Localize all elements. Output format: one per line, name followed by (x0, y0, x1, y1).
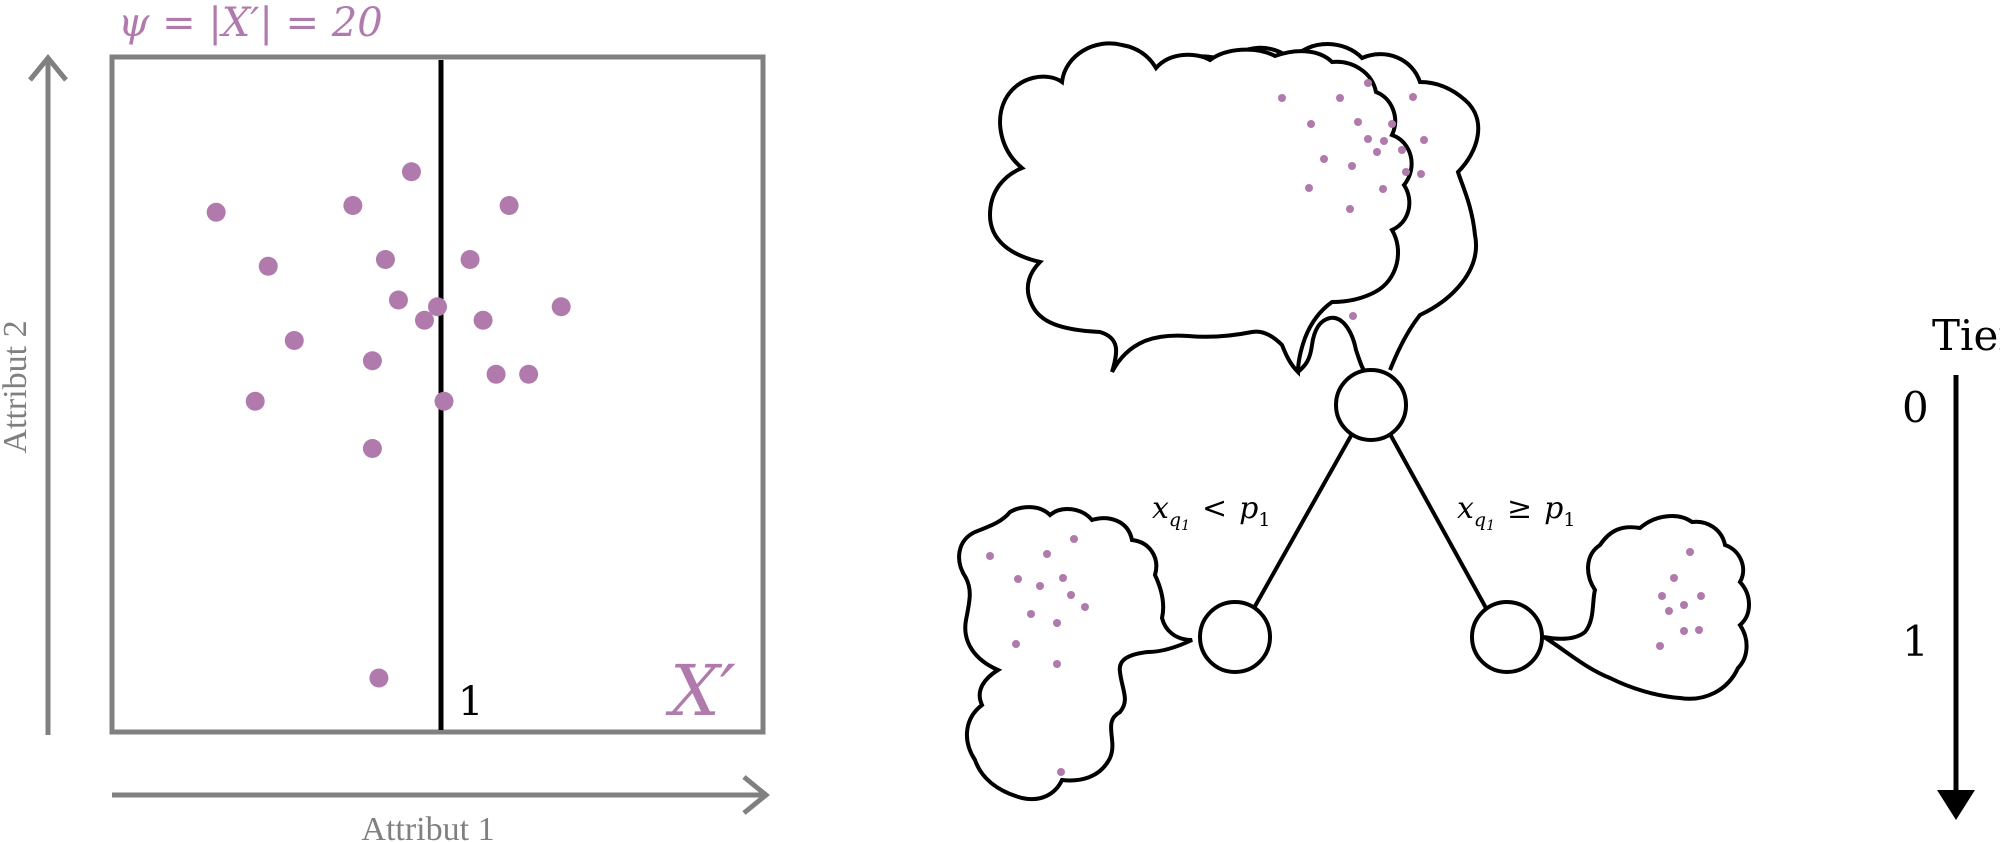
left-cloud-dots (986, 535, 1089, 776)
data-point (245, 391, 265, 411)
sample-size-label: ψ = |X′| = 20 (118, 0, 383, 46)
edge-left (1252, 433, 1354, 609)
data-point (460, 250, 480, 269)
data-point (284, 331, 304, 350)
left-child-node (1198, 600, 1272, 674)
right-cloud-dots (1656, 548, 1705, 650)
root-cloud-dots (1278, 79, 1428, 320)
right-child-cloud (1542, 514, 1751, 701)
data-point (473, 310, 493, 330)
set-label: X′ (665, 650, 736, 732)
data-point (499, 196, 519, 215)
edge-right (1388, 433, 1488, 609)
data-point (258, 256, 278, 276)
data-point (519, 364, 539, 384)
data-point (343, 196, 363, 215)
left-child-cloud (957, 505, 1193, 801)
data-point (375, 250, 395, 269)
data-point (388, 290, 408, 310)
data-point (362, 439, 382, 458)
data-point (362, 351, 382, 371)
root-cloud-tail (1296, 315, 1366, 374)
right-child-node (1470, 600, 1544, 674)
data-point (434, 391, 454, 411)
root-node (1334, 368, 1408, 442)
depth-axis-arrowhead (1937, 790, 1975, 820)
feature-space-panel: ψ = |X′| = 20 Attribut 2 Attribut 1 1 X′ (0, 0, 770, 842)
dataset-box (109, 54, 766, 735)
depth-level-0: 0 (1902, 383, 1929, 432)
depth-title: Tiefe (1932, 311, 2000, 360)
data-point (486, 364, 506, 384)
depth-level-1: 1 (1902, 617, 1929, 666)
y-axis-arrow (28, 54, 68, 735)
split-label: 1 (458, 679, 483, 725)
right-edge-label: xq1 ≥ p1 (1457, 491, 1575, 534)
left-edge-label: xq1 < p1 (1152, 491, 1270, 534)
data-point (401, 162, 421, 182)
y-axis-label: Attribut 2 (0, 320, 34, 453)
data-point (414, 310, 434, 330)
data-point (551, 297, 571, 317)
depth-axis: Tiefe 0 1 (1902, 311, 2000, 820)
scatter-points (206, 162, 571, 688)
data-point (428, 297, 447, 317)
x-axis-label: Attribut 1 (361, 811, 494, 842)
root-cloud-outline (987, 41, 1414, 377)
data-point (206, 202, 226, 222)
tree-diagram: xq1 < p1 xq1 ≥ p1 (957, 41, 1751, 801)
data-point (369, 668, 389, 688)
x-axis-arrow (112, 775, 770, 815)
